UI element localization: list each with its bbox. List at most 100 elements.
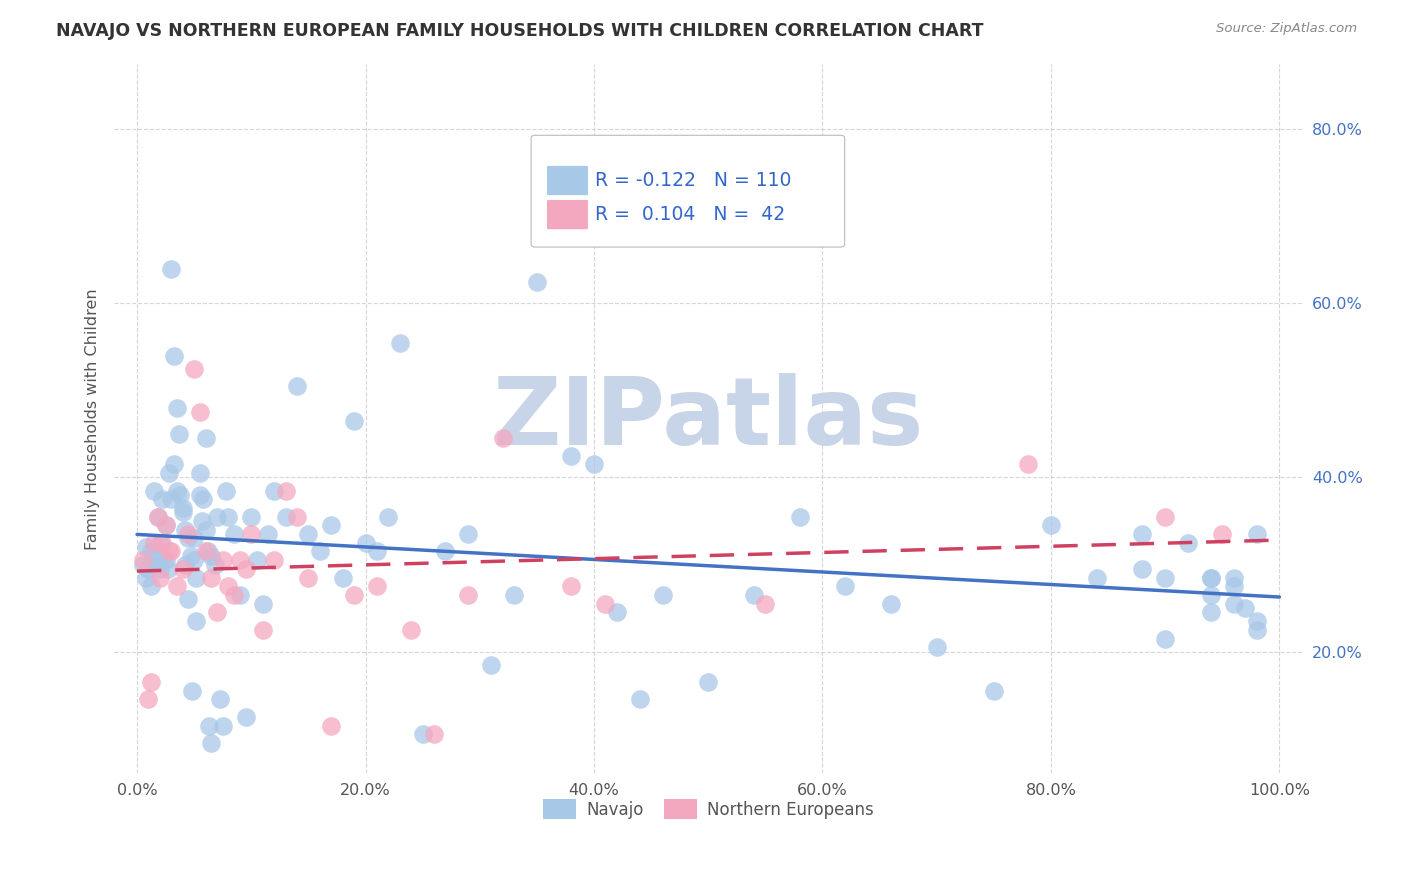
Point [205,606,228,620]
Text: ZIPatlas: ZIPatlas [492,373,924,465]
Point [252,597,274,611]
Point [166,579,188,593]
Point [412,727,434,741]
Point [197,544,219,558]
Point [235,562,257,576]
Point [263,483,285,498]
Point [263,553,285,567]
Point [457,527,479,541]
Point [257,527,280,541]
Point [1211,527,1233,541]
Point [169,488,191,502]
Point [308,544,330,558]
Point [166,483,188,498]
Point [180,683,202,698]
Point [146,509,169,524]
Point [1246,614,1268,628]
Point [135,540,157,554]
Point [235,710,257,724]
Point [150,492,173,507]
Point [157,466,180,480]
Point [560,579,582,593]
Point [146,558,169,572]
Point [200,549,222,563]
Point [321,518,343,533]
Point [388,335,411,350]
Point [217,509,239,524]
Point [1199,606,1222,620]
Point [200,571,222,585]
Point [1199,571,1222,585]
Point [211,553,233,567]
Point [156,562,179,576]
Point [366,544,388,558]
Text: R = -0.122   N = 110: R = -0.122 N = 110 [595,171,792,190]
Point [399,623,422,637]
Point [135,571,157,585]
Text: Source: ZipAtlas.com: Source: ZipAtlas.com [1216,22,1357,36]
Point [172,500,194,515]
Text: NAVAJO VS NORTHERN EUROPEAN FAMILY HOUSEHOLDS WITH CHILDREN CORRELATION CHART: NAVAJO VS NORTHERN EUROPEAN FAMILY HOUSE… [56,22,984,40]
Point [321,718,343,732]
Point [503,588,526,602]
Point [1130,527,1153,541]
Point [285,379,308,393]
Point [834,579,856,593]
Point [177,532,200,546]
Point [149,571,172,585]
Point [297,527,319,541]
Point [132,553,155,567]
Point [240,527,263,541]
Point [983,683,1005,698]
Point [343,414,366,428]
Point [1017,458,1039,472]
Point [194,523,217,537]
Point [138,692,160,706]
Point [172,562,194,576]
Point [925,640,948,655]
Point [177,527,200,541]
Point [143,535,166,549]
Point [697,675,720,690]
Point [1199,571,1222,585]
Point [215,483,238,498]
Point [191,514,214,528]
Point [479,657,502,672]
Point [252,623,274,637]
Point [188,488,211,502]
Point [174,523,197,537]
Point [188,466,211,480]
Point [162,458,184,472]
Point [274,509,297,524]
Point [155,518,177,533]
Point [150,535,173,549]
Point [628,692,651,706]
Point [1234,601,1257,615]
Point [1246,527,1268,541]
Point [169,427,191,442]
Point [1154,632,1177,646]
Point [138,562,160,576]
Point [205,509,228,524]
Point [132,558,155,572]
Point [1130,562,1153,576]
Point [229,588,252,602]
Point [150,549,173,563]
Point [155,518,177,533]
Point [209,692,232,706]
Point [754,597,776,611]
Point [457,588,479,602]
Point [166,401,188,415]
Point [274,483,297,498]
Point [1222,571,1244,585]
Point [742,588,765,602]
Point [198,718,221,732]
Point [366,579,388,593]
Text: R =  0.104   N =  42: R = 0.104 N = 42 [595,205,786,224]
Point [160,492,183,507]
Legend: Navajo, Northern Europeans: Navajo, Northern Europeans [536,793,880,825]
Point [172,505,194,519]
Point [194,431,217,445]
Point [183,553,205,567]
Point [139,544,162,558]
